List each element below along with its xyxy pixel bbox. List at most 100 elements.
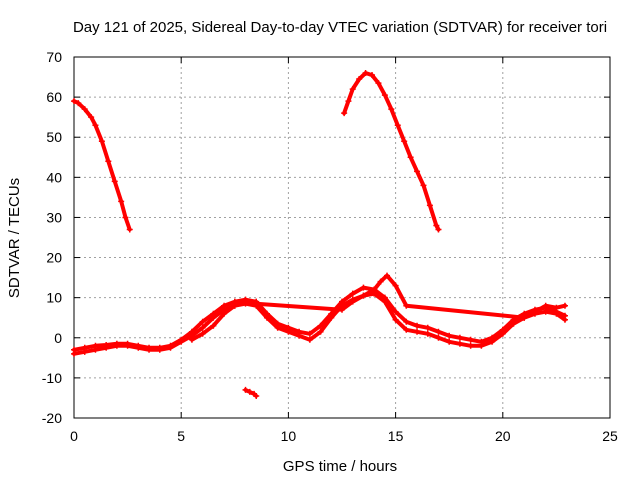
data-point: [296, 332, 303, 339]
data-point: [414, 328, 421, 335]
data-point: [510, 320, 517, 327]
data-point: [124, 342, 131, 349]
x-tick-label: 20: [495, 428, 511, 444]
series-arc-high-1: [71, 98, 133, 233]
data-point: [339, 306, 345, 313]
x-tick-label: 25: [602, 428, 618, 444]
data-point: [371, 286, 378, 293]
data-point: [210, 322, 217, 329]
data-point: [467, 336, 474, 343]
data-point: [81, 348, 88, 355]
data-point: [328, 314, 335, 321]
data-point: [75, 100, 82, 107]
x-tick-label: 15: [388, 428, 404, 444]
data-point: [103, 344, 110, 351]
data-point: [88, 114, 95, 121]
data-point: [456, 340, 463, 347]
data-point: [426, 202, 433, 209]
y-tick-label: 60: [46, 89, 62, 105]
data-point: [377, 278, 384, 285]
data-point: [349, 290, 356, 297]
data-point: [253, 392, 260, 399]
data-point: [553, 310, 560, 317]
data-point: [167, 344, 174, 351]
data-point: [414, 322, 421, 329]
grid: [74, 57, 610, 418]
data-point: [542, 302, 549, 309]
y-tick-label: 40: [46, 169, 62, 185]
data-point: [561, 302, 568, 309]
data-point: [246, 388, 253, 395]
x-tick-label: 0: [70, 428, 78, 444]
data-point: [362, 70, 369, 77]
data-point: [392, 316, 399, 323]
data-point: [360, 292, 367, 299]
data-point: [118, 198, 125, 205]
series-band: [342, 71, 441, 232]
data-point: [407, 154, 414, 161]
data-point: [446, 332, 453, 339]
y-tick-label: -10: [42, 370, 62, 386]
data-point: [375, 80, 382, 87]
series-band: [189, 273, 567, 342]
x-tick-label: 5: [177, 428, 185, 444]
data-point: [392, 282, 399, 289]
data-point: [349, 298, 356, 305]
y-tick-label: -20: [42, 410, 62, 426]
x-tick-label: 10: [281, 428, 297, 444]
y-tick-label: 20: [46, 250, 62, 266]
data-point: [403, 302, 410, 309]
data-point: [369, 72, 376, 79]
data-point: [388, 106, 395, 113]
data-point: [435, 328, 442, 335]
data-point: [242, 386, 249, 393]
data-point: [146, 346, 153, 353]
series-low-isolated: [242, 386, 260, 399]
data-point: [92, 346, 99, 353]
y-tick-label: 50: [46, 129, 62, 145]
data-point: [341, 110, 348, 117]
plot-frame: [73, 56, 611, 419]
series-low-band-c: [188, 272, 568, 343]
data-point: [306, 330, 313, 337]
data-point: [349, 86, 356, 93]
data-point: [435, 226, 442, 233]
data-point: [113, 342, 120, 349]
y-tick-label: 30: [46, 209, 62, 225]
data-point: [242, 298, 249, 305]
data-point: [178, 338, 185, 345]
y-tick-label: 10: [46, 290, 62, 306]
data-point: [92, 122, 99, 129]
data-point: [499, 330, 506, 337]
data-point: [81, 106, 88, 113]
data-point: [210, 314, 217, 321]
axis-ticks: 0 5 10 15 20 25 -20 -10 0 10 20 30 40 50 60 70: [42, 49, 618, 444]
data-point: [98, 138, 105, 145]
data-point: [356, 76, 363, 83]
y-tick-label: 0: [54, 330, 62, 346]
x-axis-label: GPS time / hours: [283, 458, 397, 475]
series-band: [243, 387, 259, 398]
data-point: [306, 336, 313, 343]
data-point: [188, 336, 195, 343]
chart-title: Day 121 of 2025, Sidereal Day-to-day VTE…: [73, 19, 607, 36]
data-point: [561, 316, 568, 323]
data-point: [135, 344, 142, 351]
data-point: [360, 284, 367, 291]
data-point: [401, 138, 408, 145]
data-point: [285, 328, 292, 335]
y-axis-label: SDTVAR / TECUs: [6, 178, 23, 298]
series-band: [72, 99, 132, 232]
data-point: [414, 168, 421, 175]
data-point: [381, 298, 388, 305]
data-point: [456, 334, 463, 341]
data-point: [424, 324, 431, 331]
data-point: [531, 308, 538, 315]
data-point: [156, 346, 163, 353]
data-point: [274, 324, 281, 331]
data-point: [71, 98, 77, 105]
data-point: [435, 334, 442, 341]
data-point: [199, 318, 206, 325]
data-point: [424, 330, 431, 337]
